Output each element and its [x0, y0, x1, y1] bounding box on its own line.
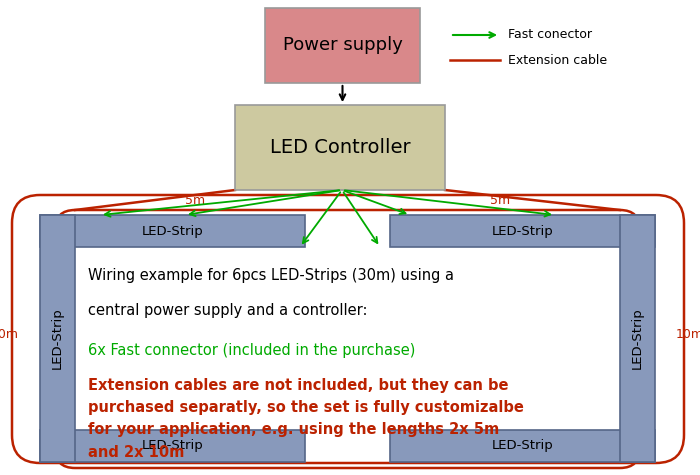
- Bar: [390, 430, 655, 462]
- Text: 5m: 5m: [185, 193, 205, 207]
- Text: LED-Strip: LED-Strip: [141, 225, 204, 238]
- Bar: [620, 215, 655, 462]
- Bar: [40, 215, 305, 247]
- Text: 5m: 5m: [490, 193, 510, 207]
- Text: LED-Strip: LED-Strip: [51, 308, 64, 370]
- Text: 10m: 10m: [0, 329, 19, 342]
- Text: Power supply: Power supply: [283, 37, 402, 55]
- Bar: [40, 215, 75, 462]
- Text: LED-Strip: LED-Strip: [141, 439, 204, 453]
- Text: Wiring example for 6pcs LED-Strips (30m) using a: Wiring example for 6pcs LED-Strips (30m)…: [88, 268, 454, 283]
- Text: 10m: 10m: [676, 329, 700, 342]
- Bar: [265, 8, 420, 83]
- Text: LED-Strip: LED-Strip: [491, 225, 554, 238]
- Bar: [390, 215, 655, 247]
- Text: Extension cable: Extension cable: [508, 54, 607, 67]
- Bar: [235, 105, 445, 190]
- Text: LED-Strip: LED-Strip: [631, 308, 644, 370]
- Text: LED Controller: LED Controller: [270, 138, 410, 157]
- Text: Fast conector: Fast conector: [508, 28, 592, 41]
- Text: 6x Fast connector (included in the purchase): 6x Fast connector (included in the purch…: [88, 343, 415, 358]
- Bar: [40, 430, 305, 462]
- Text: LED-Strip: LED-Strip: [491, 439, 554, 453]
- Text: central power supply and a controller:: central power supply and a controller:: [88, 303, 368, 318]
- Text: Extension cables are not included, but they can be
purchased separatly, so the s: Extension cables are not included, but t…: [88, 378, 524, 460]
